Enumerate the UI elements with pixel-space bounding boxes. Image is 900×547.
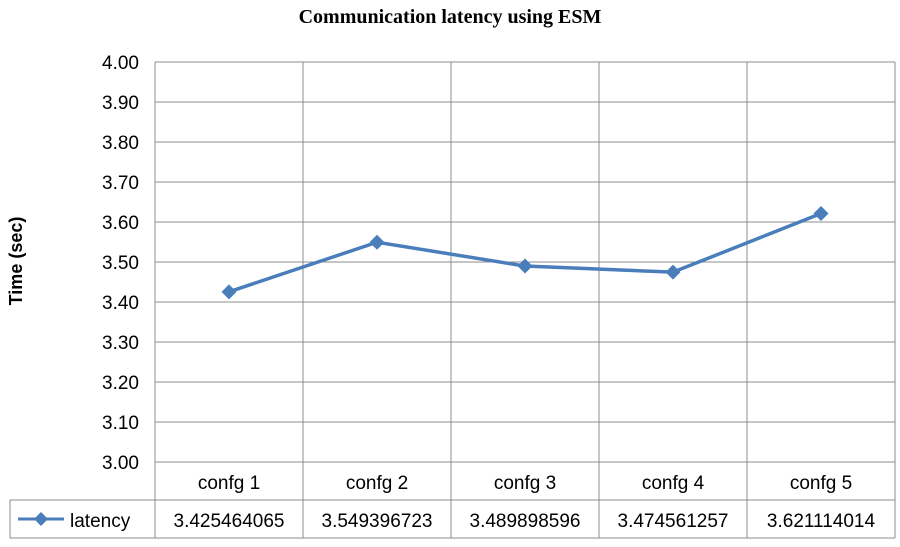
legend-label: latency <box>70 511 131 532</box>
y-tick-label: 3.20 <box>102 373 139 394</box>
data-label: 3.549396723 <box>322 511 433 532</box>
x-category-label: confg 4 <box>642 473 705 494</box>
y-tick-label: 3.30 <box>102 333 139 354</box>
y-tick-label: 4.00 <box>102 53 139 74</box>
legend-marker <box>34 512 48 526</box>
y-tick-label: 3.50 <box>102 253 139 274</box>
data-point <box>517 258 533 274</box>
data-label: 3.425464065 <box>174 511 285 532</box>
data-label: 3.489898596 <box>470 511 581 532</box>
grid-layer <box>154 61 896 538</box>
x-category-label: confg 3 <box>494 473 556 494</box>
data-label: 3.474561257 <box>618 511 729 532</box>
x-category-label: confg 1 <box>198 473 260 494</box>
y-tick-label: 3.60 <box>102 213 139 234</box>
data-point <box>813 206 829 222</box>
data-table: confg 1 3.425464065 confg 2 3.549396723 conf… <box>9 461 895 539</box>
data-point <box>665 264 681 280</box>
series-layer <box>221 206 829 300</box>
y-tick-label: 3.00 <box>102 453 139 474</box>
y-tick-label: 3.40 <box>102 293 139 314</box>
y-tick-label: 3.10 <box>102 413 139 434</box>
series-line-latency <box>228 211 822 294</box>
y-axis-tick-labels: 4.00 3.90 3.80 3.70 3.60 3.50 3.40 3.30 3.20 3.10… <box>102 53 139 474</box>
data-point <box>221 284 237 300</box>
x-category-label: confg 2 <box>346 473 408 494</box>
y-tick-label: 3.70 <box>102 173 139 194</box>
y-tick-label: 3.80 <box>102 133 139 154</box>
data-point <box>369 234 385 250</box>
y-tick-label: 3.90 <box>102 93 139 114</box>
y-axis-label: Time (sec) <box>6 217 26 306</box>
chart-title: Communication latency using ESM <box>298 6 602 28</box>
data-label: 3.621114014 <box>767 511 876 532</box>
x-category-label: confg 5 <box>790 473 852 494</box>
